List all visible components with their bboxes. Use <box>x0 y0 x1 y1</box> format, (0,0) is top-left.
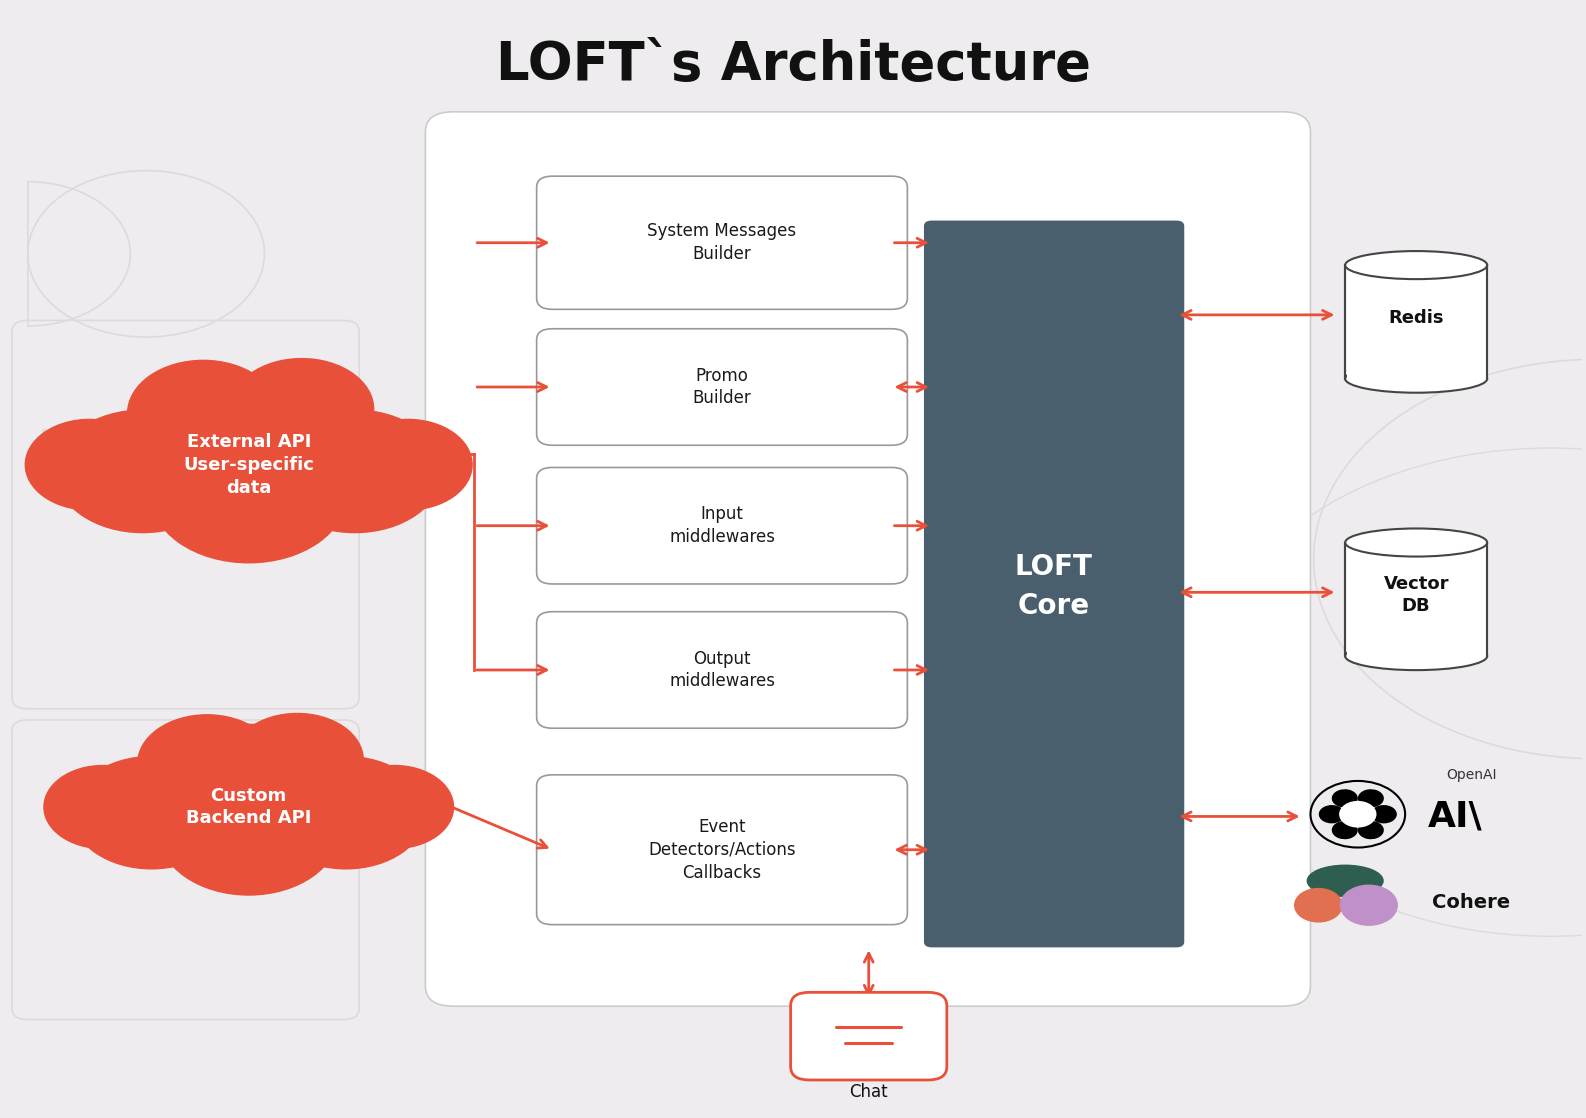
Ellipse shape <box>151 425 347 562</box>
Text: LOFT
Core: LOFT Core <box>1015 553 1093 620</box>
Polygon shape <box>1345 542 1488 656</box>
Ellipse shape <box>268 410 442 532</box>
Ellipse shape <box>1332 789 1358 807</box>
Ellipse shape <box>25 419 154 510</box>
Ellipse shape <box>1345 529 1488 557</box>
Ellipse shape <box>336 766 454 849</box>
FancyBboxPatch shape <box>536 775 907 925</box>
Polygon shape <box>1347 542 1486 656</box>
Text: Cohere: Cohere <box>1432 893 1510 912</box>
Circle shape <box>1294 889 1342 922</box>
Ellipse shape <box>1358 789 1385 807</box>
FancyBboxPatch shape <box>536 177 907 310</box>
Ellipse shape <box>159 768 339 896</box>
Ellipse shape <box>135 373 362 533</box>
Text: Chat: Chat <box>850 1083 888 1101</box>
Ellipse shape <box>127 360 279 467</box>
Ellipse shape <box>1358 821 1385 840</box>
Ellipse shape <box>1370 805 1397 823</box>
Ellipse shape <box>230 359 374 459</box>
Circle shape <box>1340 885 1397 926</box>
Text: Custom
Backend API: Custom Backend API <box>186 787 311 827</box>
Ellipse shape <box>232 713 363 806</box>
Text: Output
middlewares: Output middlewares <box>669 650 776 691</box>
Text: OpenAI: OpenAI <box>1446 768 1497 783</box>
Ellipse shape <box>144 724 352 871</box>
Ellipse shape <box>266 757 425 869</box>
Text: System Messages
Builder: System Messages Builder <box>647 222 796 263</box>
Ellipse shape <box>1345 252 1488 280</box>
Polygon shape <box>1345 265 1488 379</box>
Circle shape <box>1340 802 1375 827</box>
Text: External API
User-specific
data: External API User-specific data <box>184 433 314 496</box>
Text: Event
Detectors/Actions
Callbacks: Event Detectors/Actions Callbacks <box>649 818 796 882</box>
Ellipse shape <box>1345 364 1488 392</box>
Ellipse shape <box>1318 805 1345 823</box>
Ellipse shape <box>343 419 473 510</box>
Ellipse shape <box>44 766 162 849</box>
Ellipse shape <box>1345 642 1488 670</box>
Ellipse shape <box>1307 865 1383 897</box>
Text: Input
middlewares: Input middlewares <box>669 505 776 547</box>
Ellipse shape <box>1332 821 1358 840</box>
FancyBboxPatch shape <box>425 112 1310 1006</box>
FancyBboxPatch shape <box>536 612 907 728</box>
Text: Vector
DB: Vector DB <box>1383 575 1450 615</box>
Text: Promo
Builder: Promo Builder <box>693 367 752 407</box>
Polygon shape <box>1347 265 1486 379</box>
Text: Redis: Redis <box>1388 309 1443 326</box>
Ellipse shape <box>56 410 230 532</box>
Text: AI\: AI\ <box>1429 799 1483 833</box>
FancyBboxPatch shape <box>791 993 947 1080</box>
Ellipse shape <box>138 714 276 813</box>
FancyBboxPatch shape <box>536 329 907 445</box>
Text: LOFT`s Architecture: LOFT`s Architecture <box>495 39 1091 92</box>
FancyBboxPatch shape <box>925 220 1185 947</box>
Ellipse shape <box>71 757 232 869</box>
FancyBboxPatch shape <box>536 467 907 584</box>
